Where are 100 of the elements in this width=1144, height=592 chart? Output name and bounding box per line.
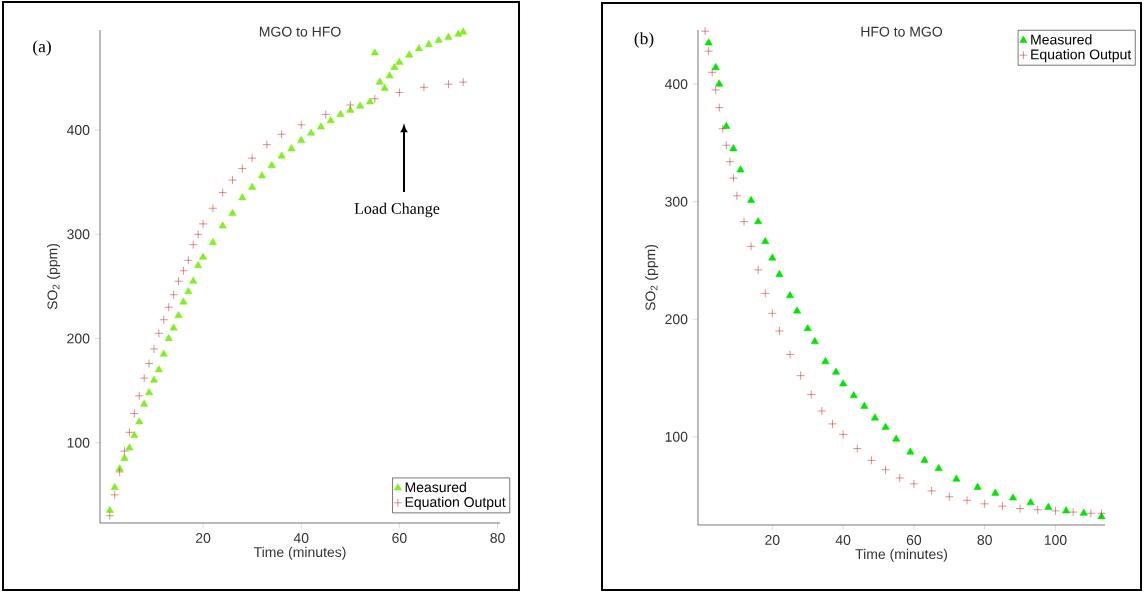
legend-label: Equation Output xyxy=(405,496,506,510)
y-axis-title: SO$_{2}$ (ppm) xyxy=(645,244,659,311)
point xyxy=(135,417,144,425)
x-tick-label: 80 xyxy=(977,535,992,545)
point xyxy=(154,329,164,338)
point xyxy=(768,253,777,261)
point xyxy=(238,164,247,173)
point xyxy=(1068,507,1078,517)
point xyxy=(296,120,306,130)
point xyxy=(458,77,468,87)
point xyxy=(945,492,954,502)
point xyxy=(395,57,404,65)
chart-title: HFO to MGO xyxy=(861,26,943,37)
point xyxy=(871,413,879,421)
point xyxy=(786,291,794,299)
point xyxy=(821,357,830,364)
point xyxy=(817,406,827,416)
point xyxy=(1033,505,1043,514)
y-tick-label: 400 xyxy=(664,79,688,90)
point xyxy=(832,367,840,375)
point xyxy=(459,27,468,35)
point xyxy=(424,40,433,47)
point xyxy=(130,409,139,418)
point xyxy=(346,100,355,110)
point xyxy=(150,375,158,383)
y-tick-label: 100 xyxy=(67,437,90,448)
point xyxy=(385,71,394,79)
point xyxy=(105,505,114,513)
point xyxy=(704,38,713,46)
point xyxy=(1026,498,1035,506)
point xyxy=(248,182,257,190)
point xyxy=(159,315,169,325)
point xyxy=(909,479,919,489)
point xyxy=(287,144,296,152)
x-tick-label: 40 xyxy=(835,535,851,545)
point xyxy=(179,297,188,305)
point xyxy=(174,276,183,286)
point xyxy=(980,499,989,509)
text: (b) xyxy=(634,32,654,48)
point xyxy=(115,467,124,477)
point xyxy=(208,203,218,213)
point xyxy=(1086,508,1096,518)
point xyxy=(188,240,198,249)
x-tick-label: 100 xyxy=(1044,535,1067,545)
point xyxy=(208,238,217,246)
point xyxy=(434,35,443,43)
point xyxy=(1044,502,1053,510)
point xyxy=(110,490,119,500)
x-axis-title: Time (minutes) xyxy=(855,548,948,562)
point xyxy=(370,48,379,56)
point xyxy=(707,68,717,77)
point xyxy=(321,110,331,119)
point xyxy=(262,140,272,149)
point xyxy=(174,311,183,318)
point xyxy=(149,344,159,354)
point xyxy=(125,428,134,437)
point xyxy=(718,124,728,134)
point xyxy=(356,101,365,109)
point xyxy=(1079,508,1088,516)
point xyxy=(144,359,154,368)
point xyxy=(130,430,139,438)
point xyxy=(169,290,178,300)
point xyxy=(135,391,144,401)
point xyxy=(346,105,355,113)
x-tick-label: 60 xyxy=(392,533,407,543)
point xyxy=(164,302,173,312)
point xyxy=(297,135,306,143)
point xyxy=(370,94,380,104)
point xyxy=(179,266,188,276)
point xyxy=(159,349,168,357)
point xyxy=(140,399,149,407)
y-axis-title: SO$_{2}$ (ppm) xyxy=(47,243,61,310)
point xyxy=(803,324,812,332)
point xyxy=(395,88,404,97)
point xyxy=(405,50,414,58)
point xyxy=(760,289,770,298)
point xyxy=(277,129,286,139)
point xyxy=(199,252,208,260)
x-tick-label: 20 xyxy=(765,535,780,545)
annotation: Load Change xyxy=(354,202,440,218)
point xyxy=(729,144,738,152)
point xyxy=(120,453,129,461)
point xyxy=(711,63,720,71)
y-tick-label: 300 xyxy=(665,196,688,207)
x-tick-label: 40 xyxy=(293,533,309,543)
point xyxy=(998,501,1007,511)
point xyxy=(920,455,929,463)
point xyxy=(125,443,134,451)
point xyxy=(715,79,724,87)
point xyxy=(739,217,749,226)
point xyxy=(444,79,453,89)
point xyxy=(258,171,266,179)
point xyxy=(973,482,982,490)
point xyxy=(793,306,802,314)
text: (a) xyxy=(33,40,51,56)
point xyxy=(184,256,193,265)
point xyxy=(725,157,735,166)
point xyxy=(228,208,237,216)
y-tick-label: 100 xyxy=(665,431,688,442)
point xyxy=(806,390,816,399)
